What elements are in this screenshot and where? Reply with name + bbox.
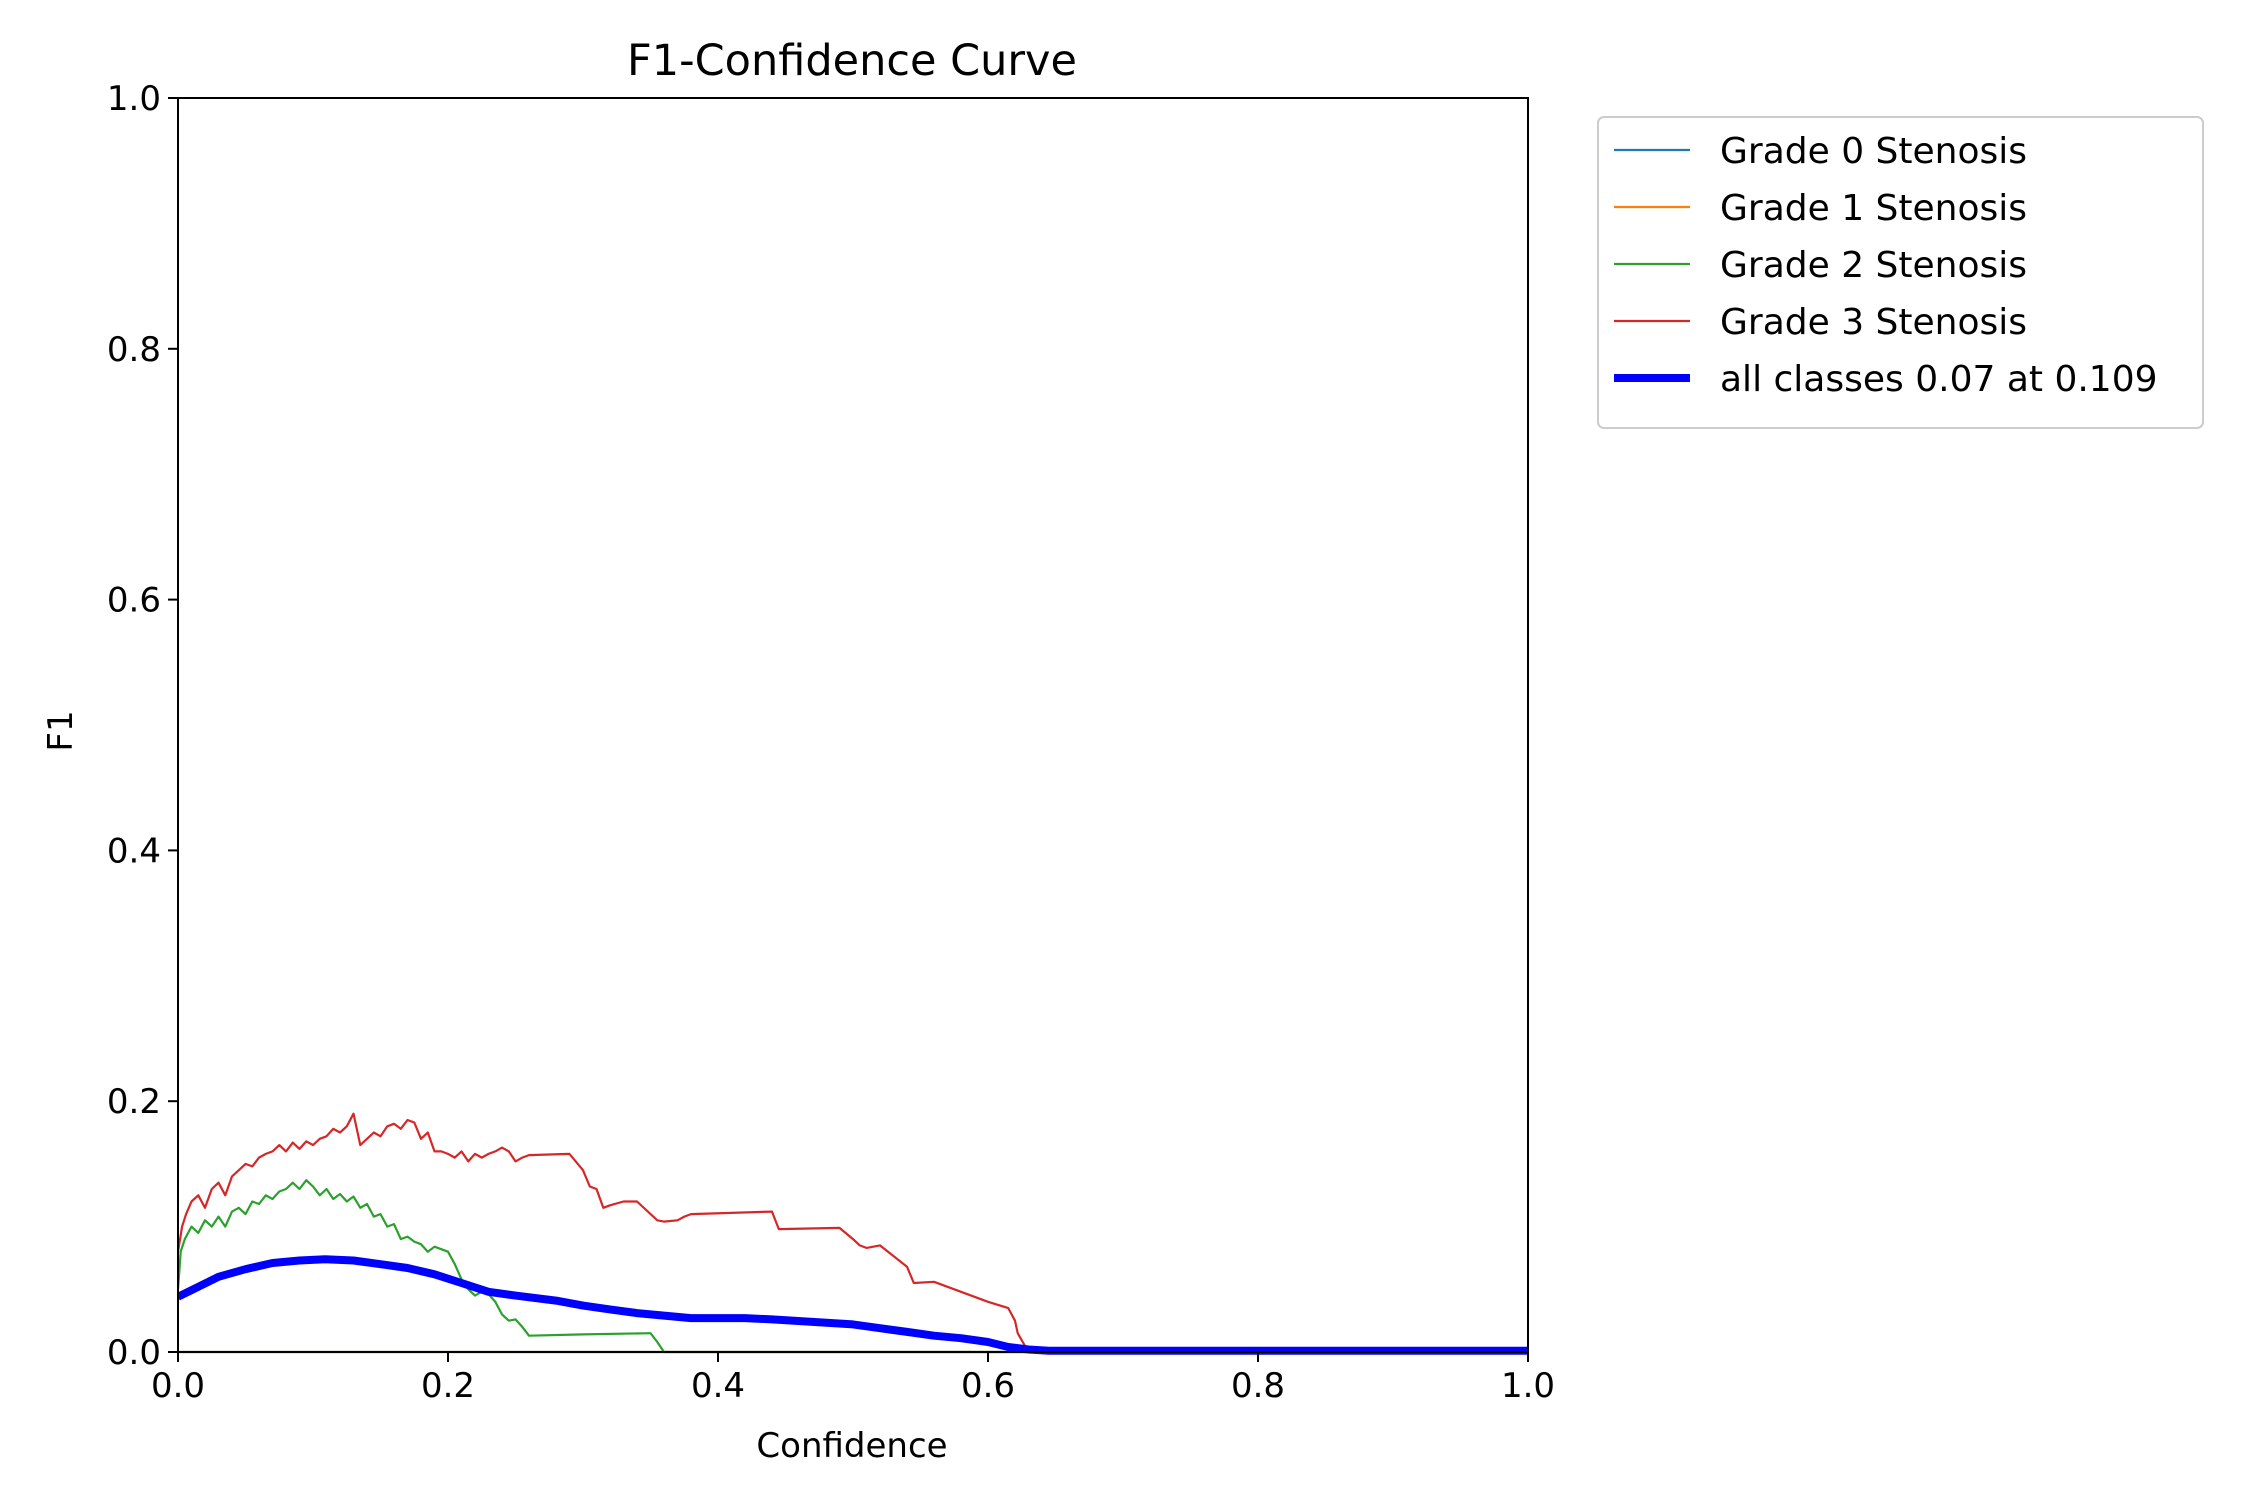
x-tick-label: 0.8 [1231, 1366, 1285, 1406]
series-line-3 [178, 1112, 1528, 1354]
x-tick-label: 0.4 [691, 1366, 745, 1406]
legend-label-2: Grade 2 Stenosis [1720, 245, 2027, 286]
series-line-2 [178, 1179, 1528, 1354]
y-axis-label: F1 [41, 710, 81, 751]
axes-frame [177, 97, 1529, 1353]
legend-label-4: all classes 0.07 at 0.109 [1720, 359, 2158, 400]
series-line-4 [178, 1255, 1528, 1355]
y-tick-label: 0.0 [107, 1333, 161, 1373]
x-tick-label: 1.0 [1501, 1366, 1555, 1406]
y-tick-label: 0.8 [107, 330, 161, 370]
x-axis-label: Confidence [756, 1426, 947, 1466]
x-tick-label: 0.2 [421, 1366, 475, 1406]
legend-box [1597, 116, 2204, 429]
y-tick-label: 0.2 [107, 1082, 161, 1122]
y-tick-label: 1.0 [107, 79, 161, 119]
legend-label-0: Grade 0 Stenosis [1720, 131, 2027, 172]
x-tick-label: 0.6 [961, 1366, 1015, 1406]
y-tick-label: 0.4 [107, 831, 161, 871]
x-tick-label: 0.0 [151, 1366, 205, 1406]
plot-area: 0.0 0.2 0.4 0.6 0.8 1.0 0.0 0.2 0.4 0.6 0.8 1.0 [107, 79, 1555, 1406]
legend-label-3: Grade 3 Stenosis [1720, 302, 2027, 343]
chart-title: F1-Confidence Curve [627, 36, 1077, 86]
y-tick-label: 0.6 [107, 581, 161, 621]
legend-label-1: Grade 1 Stenosis [1720, 188, 2027, 229]
legend: Grade 0 Stenosis Grade 1 Stenosis Grade 2 … [1597, 116, 2204, 429]
series-lines [178, 1112, 1528, 1355]
